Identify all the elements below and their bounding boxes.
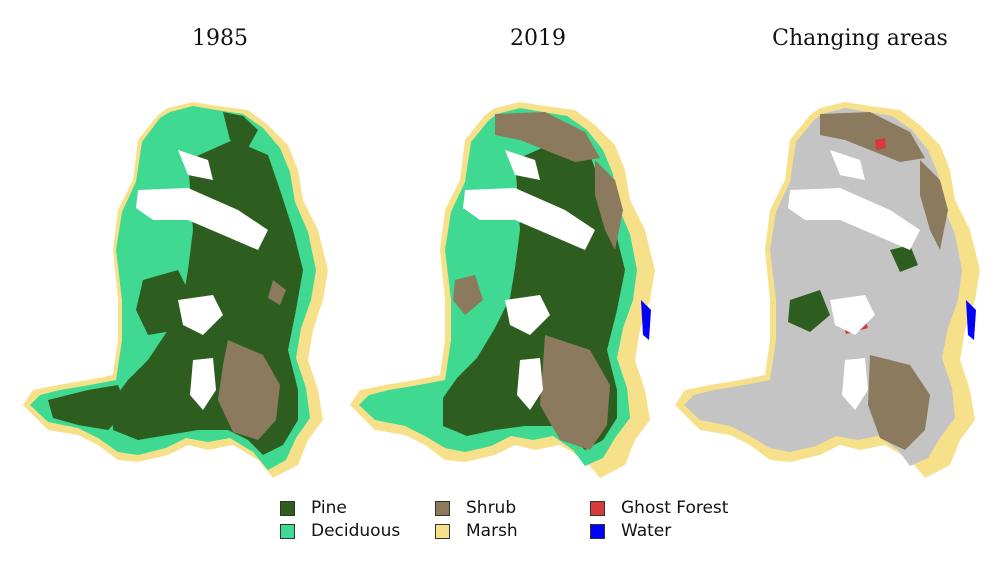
legend-label-deciduous: Deciduous (311, 521, 401, 541)
white-gap-2 (517, 358, 543, 410)
shrub-area (218, 340, 280, 440)
swatch-water (590, 523, 605, 539)
pine-patch-1 (788, 290, 830, 332)
lake-white (463, 188, 595, 250)
shrub-north (820, 112, 925, 162)
shrub-south (540, 335, 610, 450)
lake-white (136, 188, 268, 250)
lake-white (788, 188, 920, 250)
white-gap-3 (178, 150, 213, 180)
panel-title-1985: 1985 (192, 26, 248, 51)
legend-label-shrub: Shrub (466, 498, 517, 518)
map-2019 (350, 102, 655, 478)
pine-patch-2 (890, 245, 918, 272)
map-changing-areas (675, 102, 980, 478)
map-1985 (23, 102, 328, 478)
legend-label-pine: Pine (311, 498, 347, 518)
legend: Pine Deciduous Shrub Marsh Ghost Forest … (280, 498, 800, 548)
shrub-east (920, 160, 948, 250)
legend-item-ghost-forest: Ghost Forest (590, 498, 728, 518)
panel-title-2019: 2019 (510, 26, 566, 51)
pine-patch-west (48, 385, 128, 430)
shrub-south (868, 355, 930, 450)
white-gap-2 (842, 358, 868, 410)
legend-item-pine: Pine (280, 498, 347, 518)
pine-patch-north (223, 112, 258, 148)
white-gap-1 (505, 295, 550, 335)
legend-item-water: Water (590, 521, 671, 541)
water-edge (641, 300, 651, 340)
white-gap-1 (178, 295, 223, 335)
panel-title-changing-areas: Changing areas (772, 26, 948, 51)
shrub-east (595, 160, 623, 250)
shrub-west (453, 275, 483, 315)
ghost-forest-patch-2 (875, 138, 886, 150)
legend-label-ghost-forest: Ghost Forest (621, 498, 729, 518)
legend-item-marsh: Marsh (435, 521, 518, 541)
shrub-north (495, 112, 600, 162)
legend-label-water: Water (621, 521, 672, 541)
water-edge (966, 300, 976, 340)
white-gap-3 (830, 150, 865, 180)
swatch-marsh (435, 523, 450, 539)
swatch-deciduous (280, 523, 295, 539)
legend-item-shrub: Shrub (435, 498, 516, 518)
legend-label-marsh: Marsh (466, 521, 518, 541)
legend-item-deciduous: Deciduous (280, 521, 400, 541)
pine-patch-mid (136, 270, 193, 335)
white-gap-3 (505, 150, 540, 180)
swatch-pine (280, 500, 295, 516)
white-gap-2 (190, 358, 216, 410)
white-gap-1 (830, 295, 875, 335)
shrub-patch (268, 280, 286, 305)
swatch-shrub (435, 500, 450, 516)
swatch-ghost-forest (590, 500, 605, 516)
